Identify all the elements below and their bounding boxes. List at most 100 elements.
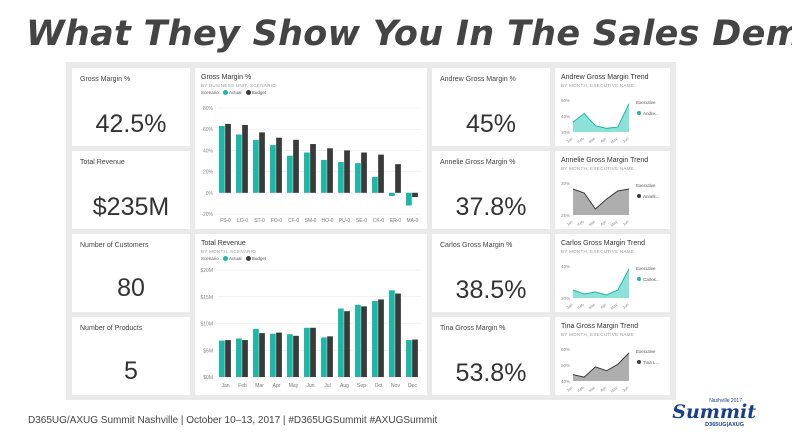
kpi-value: 45% bbox=[465, 110, 517, 138]
kpi-value: 37.8% bbox=[455, 193, 527, 221]
kpi-label: Tina Gross Margin % bbox=[440, 325, 506, 332]
kpi-tile-customers[interactable]: Number of Customers 80 bbox=[72, 234, 190, 312]
trend-tile-andrew[interactable]: Andrew Gross Margin Trend BY MONTH, EXEC… bbox=[555, 68, 670, 146]
bar-actual-ho-0 bbox=[321, 159, 327, 193]
x-tick-label: Oct bbox=[375, 383, 383, 389]
kpi-label: Total Revenue bbox=[80, 159, 125, 166]
legend-swatch-actual bbox=[223, 90, 229, 96]
y-tick-label: $20M bbox=[200, 268, 213, 274]
andrew-trend-area-chart: 50% 40% 30%Jan Feb Mar Apr May Jun Executive Andr… bbox=[561, 98, 659, 145]
trend-x-tick: Jun bbox=[621, 302, 629, 310]
trend-x-tick: Feb bbox=[576, 301, 585, 310]
total-revenue-chart-tile[interactable]: Total Revenue BY MONTH, SCENARIO Scenari… bbox=[195, 234, 427, 395]
x-tick-label: Aug bbox=[340, 383, 349, 389]
x-tick-label: CK-0 bbox=[373, 218, 385, 224]
y-tick-label: $15M bbox=[200, 295, 213, 301]
trend-legend-swatch bbox=[637, 194, 641, 198]
y-tick-label: 0% bbox=[206, 191, 214, 197]
kpi-value: 53.8% bbox=[455, 359, 527, 387]
y-tick-label: $5M bbox=[203, 348, 213, 354]
trend-x-tick: Jan bbox=[565, 136, 573, 144]
trend-x-tick: Jun bbox=[621, 136, 629, 144]
trend-tile-annelie[interactable]: Annelie Gross Margin Trend BY MONTH, EXE… bbox=[555, 151, 670, 229]
trend-line bbox=[572, 188, 630, 210]
gross-margin-chart-tile[interactable]: Gross Margin % BY BUSINESS UNIT, SCENARI… bbox=[195, 68, 427, 229]
logo-year: Nashville 2017 bbox=[709, 398, 742, 404]
bar-actual-ck-0 bbox=[372, 176, 378, 193]
total-revenue-bar-chart: $20M $15M $10M $5M $0M Jan Feb Mar Apr May Jun Jul A… bbox=[200, 268, 421, 389]
kpi-tile-products[interactable]: Number of Products 5 bbox=[72, 317, 190, 395]
summit-logo: Nashville 2017 Summit D365UG|AXUG bbox=[660, 398, 770, 434]
chart-title: Total Revenue bbox=[201, 240, 246, 247]
x-tick-label: PU-0 bbox=[339, 218, 351, 224]
bar-actual-cf-0 bbox=[287, 155, 293, 193]
bar-actual-pu-0 bbox=[338, 162, 344, 193]
slide-footer: D365UG/AXUG Summit Nashville | October 1… bbox=[28, 415, 438, 426]
trend-tile-tina[interactable]: Tina Gross Margin Trend BY MONTH, EXECUT… bbox=[555, 317, 670, 395]
bar-budget-mar bbox=[259, 333, 265, 377]
trend-title: Andrew Gross Margin Trend bbox=[561, 74, 649, 81]
bar-budget-lo-0 bbox=[242, 124, 248, 193]
trend-legend-name: Carlos... bbox=[643, 277, 660, 282]
trend-legend-name: Anneli... bbox=[643, 194, 659, 199]
x-tick-label: Jun bbox=[306, 383, 314, 389]
trend-x-tick: May bbox=[609, 136, 618, 145]
slide-title: What They Show You In The Sales Demo bbox=[26, 14, 792, 54]
logo-wordmark: Summit bbox=[672, 401, 756, 423]
bar-actual-oct bbox=[372, 301, 378, 377]
trend-legend-title: Executive bbox=[636, 266, 656, 271]
x-tick-label: Apr bbox=[273, 383, 281, 389]
kpi-tile-gross-margin[interactable]: Gross Margin % 42.5% bbox=[72, 68, 190, 146]
tina-trend-area-chart: 60% 50% 40%Jan Feb Mar Apr May Jun Executive Tina… bbox=[561, 347, 659, 394]
bar-budget-ho-0 bbox=[327, 148, 333, 193]
x-tick-label: SM-0 bbox=[305, 218, 317, 224]
trend-y-tick: 40% bbox=[561, 264, 570, 269]
trend-y-tick: 40% bbox=[561, 379, 570, 384]
kpi-label: Carlos Gross Margin % bbox=[440, 242, 513, 249]
legend-swatch-budget bbox=[245, 256, 251, 262]
trend-area bbox=[573, 103, 629, 132]
x-tick-label: Nov bbox=[391, 383, 400, 389]
bar-budget-jan bbox=[225, 340, 231, 377]
bar-actual-may bbox=[287, 334, 293, 377]
trend-legend-swatch bbox=[637, 360, 641, 364]
kpi-tile-carlos[interactable]: Carlos Gross Margin % 38.5% bbox=[432, 234, 550, 312]
y-tick-label: 40% bbox=[203, 148, 214, 154]
x-tick-label: Dec bbox=[408, 383, 417, 389]
bar-budget-cf-0 bbox=[293, 139, 299, 193]
bar-budget-pu-0 bbox=[344, 150, 350, 193]
trend-x-tick: Mar bbox=[588, 136, 597, 145]
trend-legend-name: Andre... bbox=[643, 111, 659, 116]
x-tick-label: ER-0 bbox=[390, 218, 402, 224]
trend-line bbox=[572, 103, 630, 129]
x-tick-label: CF-0 bbox=[288, 218, 299, 224]
chart-subtitle: BY MONTH, SCENARIO bbox=[201, 249, 257, 254]
bar-budget-se-0 bbox=[361, 152, 367, 193]
bar-actual-dec bbox=[406, 340, 412, 377]
kpi-tile-tina[interactable]: Tina Gross Margin % 53.8% bbox=[432, 317, 550, 395]
trend-y-tick: 50% bbox=[561, 98, 570, 103]
x-tick-label: FO-0 bbox=[271, 218, 283, 224]
trend-y-tick: 25% bbox=[561, 213, 570, 218]
bar-actual-jun bbox=[304, 327, 310, 377]
trend-subtitle: BY MONTH, EXECUTIVE NAME bbox=[561, 249, 635, 254]
kpi-tile-andrew[interactable]: Andrew Gross Margin % 45% bbox=[432, 68, 550, 146]
legend-budget: Budget bbox=[251, 256, 267, 261]
trend-legend-title: Executive bbox=[636, 183, 656, 188]
bar-actual-sep bbox=[355, 304, 361, 377]
trend-x-tick: Apr bbox=[599, 136, 607, 144]
bar-budget-oct bbox=[378, 299, 384, 377]
x-tick-label: MA-0 bbox=[407, 218, 419, 224]
chart-title: Gross Margin % bbox=[201, 74, 252, 81]
trend-legend-swatch bbox=[637, 277, 641, 281]
trend-y-tick: 30% bbox=[561, 130, 570, 135]
bar-budget-apr bbox=[276, 332, 282, 377]
bar-budget-fs-0 bbox=[225, 123, 231, 193]
kpi-value: 38.5% bbox=[455, 276, 527, 304]
trend-tile-carlos[interactable]: Carlos Gross Margin Trend BY MONTH, EXEC… bbox=[555, 234, 670, 312]
trend-x-tick: Feb bbox=[576, 135, 585, 144]
kpi-tile-total-revenue[interactable]: Total Revenue $235M bbox=[72, 151, 190, 229]
bar-budget-ma-0 bbox=[412, 192, 418, 198]
kpi-label: Andrew Gross Margin % bbox=[440, 76, 516, 83]
kpi-tile-annelie[interactable]: Annelie Gross Margin % 37.8% bbox=[432, 151, 550, 229]
